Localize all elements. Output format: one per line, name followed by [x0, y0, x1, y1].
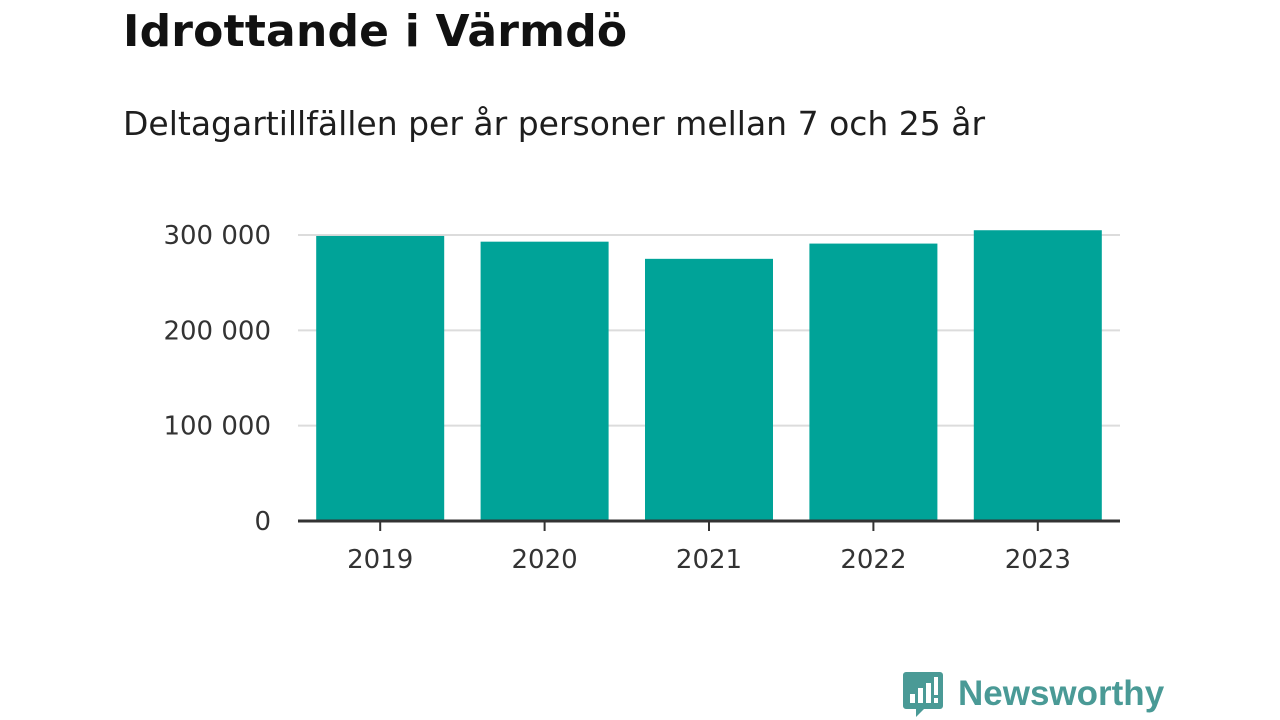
y-tick-label: 0 — [254, 507, 271, 537]
bar-2022 — [809, 243, 938, 521]
chart-title: Idrottande i Värmdö — [123, 6, 628, 57]
bar-2023 — [973, 230, 1102, 521]
x-tick-label: 2023 — [1005, 545, 1071, 575]
x-tick-label: 2021 — [676, 545, 742, 575]
bar-2021 — [645, 258, 773, 521]
brand-name: Newsworthy — [958, 674, 1165, 713]
x-tick-label: 2019 — [347, 545, 413, 575]
bar-chart-bubble-icon — [903, 672, 943, 717]
bar-2019 — [316, 235, 445, 521]
x-tick-label: 2020 — [512, 545, 578, 575]
x-tick-label: 2022 — [840, 545, 906, 575]
y-tick-label: 200 000 — [163, 316, 271, 346]
y-tick-label: 300 000 — [163, 221, 271, 251]
bar-chart: 0 100 000 200 000 300 000 2019 2020 2021 2022 20… — [163, 221, 1120, 575]
bar-2020 — [480, 241, 609, 521]
y-tick-label: 100 000 — [163, 412, 271, 442]
chart-subtitle: Deltagartillfällen per år personer mella… — [123, 104, 986, 143]
newsworthy-logo: Newsworthy — [902, 668, 1164, 720]
